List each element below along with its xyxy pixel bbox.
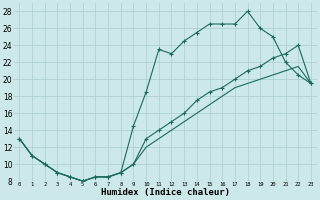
X-axis label: Humidex (Indice chaleur): Humidex (Indice chaleur) <box>101 188 230 197</box>
